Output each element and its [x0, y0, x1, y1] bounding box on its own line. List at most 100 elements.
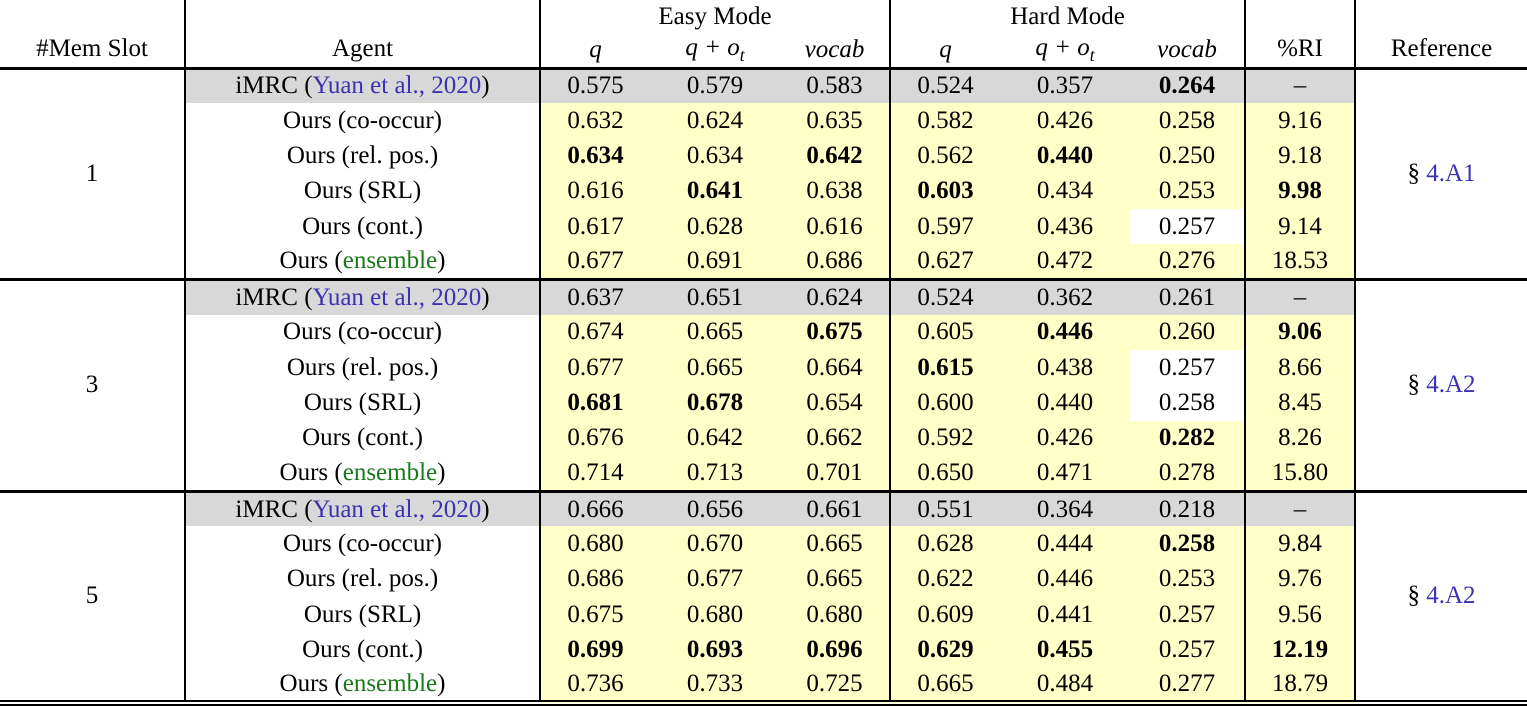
agent-text: Ours (cont.)	[302, 212, 423, 240]
score-cell: 0.627	[889, 244, 1000, 280]
score-cell: 0.592	[889, 420, 1000, 456]
baseline-row: 1 iMRC (Yuan et al., 2020) 0.575 0.579 0.583…	[0, 66, 1527, 280]
score-cell: 0.471	[1000, 455, 1130, 492]
agent-name: iMRC (Yuan et al., 2020)	[184, 489, 540, 527]
col-header-hard-vocab: vocab	[1157, 36, 1217, 64]
ensemble-label: ensemble	[342, 458, 438, 486]
score-cell: 0.278	[1130, 455, 1246, 492]
score-cell: 0.434	[1000, 173, 1130, 210]
agent-name: Ours (SRL)	[184, 385, 540, 421]
score-cell: 0.693	[650, 632, 780, 668]
score-cell: 0.441	[1000, 596, 1130, 633]
score-cell: 0.357	[1000, 66, 1130, 104]
score-cell: 0.436	[1000, 209, 1130, 245]
score-cell: 0.635	[780, 103, 890, 139]
agent-name: Ours (SRL)	[184, 596, 540, 633]
score-cell: 0.362	[1000, 278, 1130, 315]
score-cell: 0.632	[539, 103, 650, 139]
col-header-ri: %RI	[1244, 0, 1356, 68]
score-cell: 0.680	[650, 596, 780, 633]
score-cell: 0.665	[650, 350, 780, 386]
reference-cell: § 4.A2	[1354, 278, 1527, 492]
score-cell: 0.260	[1130, 314, 1246, 351]
header-row-modes: #Mem Slot Agent Easy Mode Hard Mode %RI …	[0, 0, 1527, 68]
score-cell: 0.650	[889, 455, 1000, 492]
ri-cell: 8.66	[1244, 350, 1356, 386]
agent-text: iMRC (	[235, 495, 313, 523]
score-cell: 0.666	[539, 489, 650, 527]
score-cell: 0.257	[1130, 596, 1246, 633]
score-cell: 0.622	[889, 561, 1000, 597]
ri-cell: –	[1244, 66, 1356, 104]
agent-name: Ours (cont.)	[184, 420, 540, 456]
score-cell: 0.651	[650, 278, 780, 315]
result-row: Ours (ensemble) 0.677 0.691 0.686 0.627 0.472…	[0, 244, 1527, 280]
section-link[interactable]: 4.A2	[1426, 371, 1476, 399]
result-row: Ours (co-occur) 0.674 0.665 0.675 0.605 0.446…	[0, 314, 1527, 351]
agent-text: Ours (	[279, 458, 343, 486]
result-row: Ours (ensemble) 0.736 0.733 0.725 0.665 0.484…	[0, 667, 1527, 703]
score-cell: 0.616	[539, 173, 650, 210]
score-cell: 0.446	[1000, 314, 1130, 351]
score-cell: 0.654	[780, 385, 890, 421]
agent-text: Ours (	[279, 247, 343, 275]
score-cell: 0.686	[780, 244, 890, 280]
score-cell: 0.616	[780, 209, 890, 245]
col-header-hard-mode: Hard Mode	[888, 0, 1246, 34]
score-cell: 0.257	[1158, 353, 1216, 381]
agent-text: Ours (	[279, 669, 343, 697]
score-cell: 0.624	[650, 103, 780, 139]
score-cell: 0.524	[889, 66, 1000, 104]
result-row: Ours (cont.) 0.676 0.642 0.662 0.592 0.426 0.2…	[0, 420, 1527, 456]
score-cell: 0.691	[650, 244, 780, 280]
result-row: Ours (rel. pos.) 0.634 0.634 0.642 0.562 0.44…	[0, 138, 1527, 174]
col-header-agent: Agent	[184, 0, 540, 68]
agent-text: )	[437, 458, 446, 486]
result-row: Ours (ensemble) 0.714 0.713 0.701 0.650 0.471…	[0, 455, 1527, 492]
agent-name: Ours (rel. pos.)	[184, 561, 540, 597]
ri-cell: 9.06	[1244, 314, 1356, 351]
ri-cell: 9.76	[1244, 561, 1356, 597]
result-row: Ours (rel. pos.) 0.677 0.665 0.664 0.615 0.43…	[0, 350, 1527, 386]
score-cell: 0.696	[780, 632, 890, 668]
score-cell: 0.714	[539, 455, 650, 492]
score-cell: 0.675	[780, 314, 890, 351]
section-link[interactable]: 4.A2	[1426, 582, 1476, 610]
score-cell: 0.258	[1158, 389, 1216, 417]
ri-cell: –	[1244, 278, 1356, 315]
agent-name: iMRC (Yuan et al., 2020)	[184, 278, 540, 315]
score-cell: 0.638	[780, 173, 890, 210]
mem-slot-value: 5	[0, 489, 185, 703]
score-cell: 0.600	[889, 385, 1000, 421]
score-cell: 0.440	[1000, 385, 1130, 421]
citation-link[interactable]: Yuan et al., 2020	[312, 495, 482, 523]
ri-cell: 9.16	[1244, 103, 1356, 139]
score-cell: 0.677	[539, 350, 650, 386]
result-row: Ours (cont.) 0.617 0.628 0.616 0.597 0.436 0.2…	[0, 209, 1527, 245]
ri-cell: 12.19	[1244, 632, 1356, 668]
citation-link[interactable]: Yuan et al., 2020	[312, 283, 482, 311]
agent-text: iMRC (	[235, 283, 313, 311]
result-row: Ours (SRL) 0.681 0.678 0.654 0.600 0.440 0.258…	[0, 385, 1527, 421]
score-cell: 0.680	[780, 596, 890, 633]
score-cell: 0.642	[780, 138, 890, 174]
agent-name: Ours (ensemble)	[184, 244, 540, 280]
score-cell: 0.524	[889, 278, 1000, 315]
score-cell: 0.551	[889, 489, 1000, 527]
col-header-hard-q-ot: q + ot	[1035, 34, 1095, 66]
score-cell: 0.665	[650, 314, 780, 351]
ri-cell: 9.98	[1244, 173, 1356, 210]
citation-link[interactable]: Yuan et al., 2020	[312, 72, 482, 100]
score-cell: 0.603	[889, 173, 1000, 210]
ri-cell: 18.79	[1244, 667, 1356, 703]
score-cell: 0.713	[650, 455, 780, 492]
score-cell: 0.446	[1000, 561, 1130, 597]
section-link[interactable]: 4.A1	[1426, 159, 1476, 187]
score-cell: 0.264	[1130, 66, 1246, 104]
agent-text: Ours (co-occur)	[283, 530, 442, 558]
table-body: 1 iMRC (Yuan et al., 2020) 0.575 0.579 0.583…	[0, 66, 1527, 703]
agent-text: Ours (SRL)	[303, 600, 422, 628]
col-header-hard-q: q	[889, 34, 1000, 68]
